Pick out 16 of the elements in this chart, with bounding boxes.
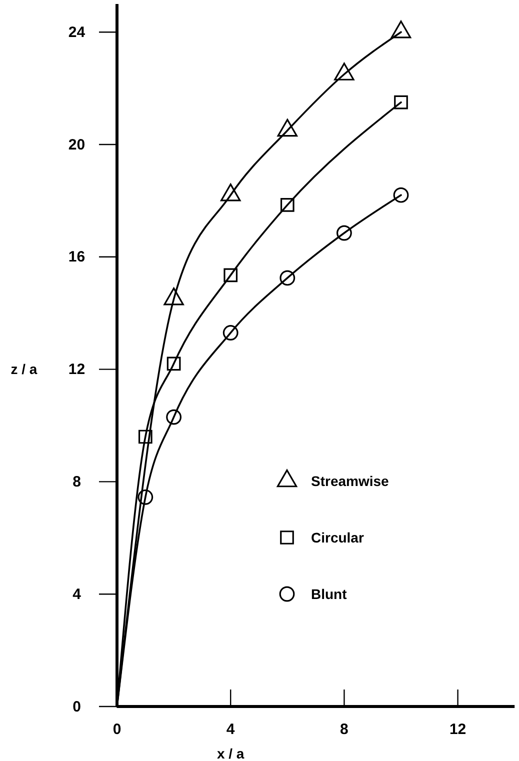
x-axis-title: x / a xyxy=(216,745,244,761)
y-tick-label: 12 xyxy=(68,361,86,378)
y-tick-label: 24 xyxy=(68,24,86,41)
y-tick-label: 8 xyxy=(72,474,81,490)
y-tick-label: 4 xyxy=(72,586,82,603)
y-tick-label: 16 xyxy=(68,248,86,266)
legend-label: Blunt xyxy=(311,586,348,602)
x-tick-label: 8 xyxy=(340,721,348,738)
y-tick-label: 0 xyxy=(72,698,81,716)
x-tick-label: 12 xyxy=(449,721,466,738)
y-tick-label: 20 xyxy=(68,136,86,154)
x-tick-label: 4 xyxy=(226,721,236,738)
legend-label: Circular xyxy=(311,529,364,546)
y-axis-title: z / a xyxy=(10,361,38,378)
legend-label: Streamwise xyxy=(311,472,390,489)
x-tick-label: 0 xyxy=(112,721,122,738)
